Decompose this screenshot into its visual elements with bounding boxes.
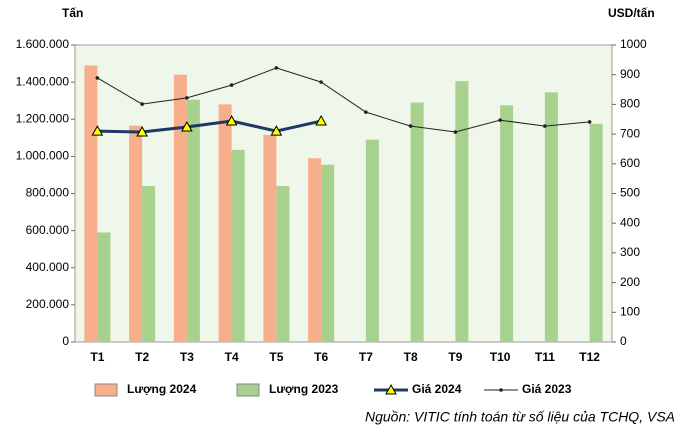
bar (276, 186, 290, 342)
y-tick-label: 800.000 (26, 186, 70, 200)
y-tick-label: 1.600.000 (16, 37, 70, 51)
bar (84, 65, 98, 342)
line (97, 119, 322, 134)
marker (315, 115, 327, 126)
marker (225, 115, 238, 126)
y2-tick-label: 500 (620, 186, 640, 200)
y-tick-label: 0 (62, 334, 69, 348)
bar (231, 149, 245, 342)
x-tick-label: T9 (448, 350, 462, 364)
bar (455, 81, 469, 343)
marker (270, 125, 283, 136)
bar (589, 123, 603, 342)
legend-marker (499, 388, 503, 392)
x-tick-label: T4 (225, 350, 239, 364)
x-tick-label: T2 (135, 350, 149, 364)
y2-tick-label: 0 (620, 334, 627, 348)
marker (543, 124, 547, 128)
bar (321, 164, 335, 342)
y-axis-title: Tấn (62, 6, 83, 20)
y2-tick-label: 700 (620, 126, 640, 140)
y-tick-label: 600.000 (26, 223, 70, 237)
x-tick-label: T10 (490, 350, 511, 364)
y2-tick-label: 100 (620, 304, 640, 318)
y-tick-label: 400.000 (26, 260, 70, 274)
y-tick-label: 1.400.000 (16, 74, 70, 88)
marker (587, 120, 592, 124)
marker (498, 118, 502, 122)
bar (308, 158, 322, 342)
marker (136, 125, 148, 137)
bar (142, 186, 156, 342)
legend-label: Lượng 2024 (127, 382, 197, 396)
bar (410, 102, 424, 342)
y2-tick-label: 600 (620, 156, 640, 170)
marker (319, 80, 323, 84)
y2-tick-label: 300 (620, 245, 640, 259)
marker (185, 96, 189, 100)
marker (274, 66, 279, 70)
marker (95, 76, 100, 80)
line (97, 67, 590, 133)
legend-marker (385, 383, 397, 395)
x-tick-label: T11 (535, 350, 555, 364)
bar (218, 104, 232, 343)
x-tick-label: T8 (404, 350, 418, 364)
bar (500, 105, 514, 342)
y2-tick-label: 200 (620, 275, 640, 289)
marker (229, 83, 234, 87)
legend-label: Lượng 2023 (269, 382, 339, 396)
x-tick-label: T3 (180, 350, 194, 364)
bar (263, 135, 277, 342)
marker (453, 130, 458, 134)
y-tick-label: 1.000.000 (16, 149, 70, 163)
y2-tick-label: 900 (620, 67, 640, 81)
legend-swatch (94, 383, 118, 397)
y2-tick-label: 400 (620, 215, 640, 229)
marker (91, 125, 104, 136)
y2-tick-label: 1000 (620, 37, 647, 51)
marker (364, 110, 368, 114)
x-tick-label: T1 (90, 350, 104, 364)
legend-label: Giá 2024 (412, 382, 462, 396)
x-tick-label: T7 (359, 350, 373, 364)
x-tick-label: T6 (314, 350, 328, 364)
marker (181, 120, 193, 132)
bar (365, 139, 379, 342)
y-tick-label: 1.200.000 (16, 111, 70, 125)
y2-tick-label: 800 (620, 97, 640, 111)
plot-area (74, 44, 613, 343)
x-tick-label: T12 (579, 350, 600, 364)
marker (408, 124, 413, 128)
legend-swatch (236, 383, 260, 397)
bar (129, 125, 143, 342)
source-note: Nguồn: VITIC tính toán từ số liệu của TC… (365, 409, 675, 425)
bar (186, 99, 200, 343)
marker (140, 102, 144, 106)
x-tick-label: T5 (269, 350, 283, 364)
bar (544, 92, 558, 342)
bar (173, 74, 187, 342)
bar (97, 232, 111, 342)
legend-label: Giá 2023 (522, 382, 572, 396)
y2-axis-title: USD/tấn (608, 6, 655, 20)
y-tick-label: 200.000 (26, 297, 70, 311)
